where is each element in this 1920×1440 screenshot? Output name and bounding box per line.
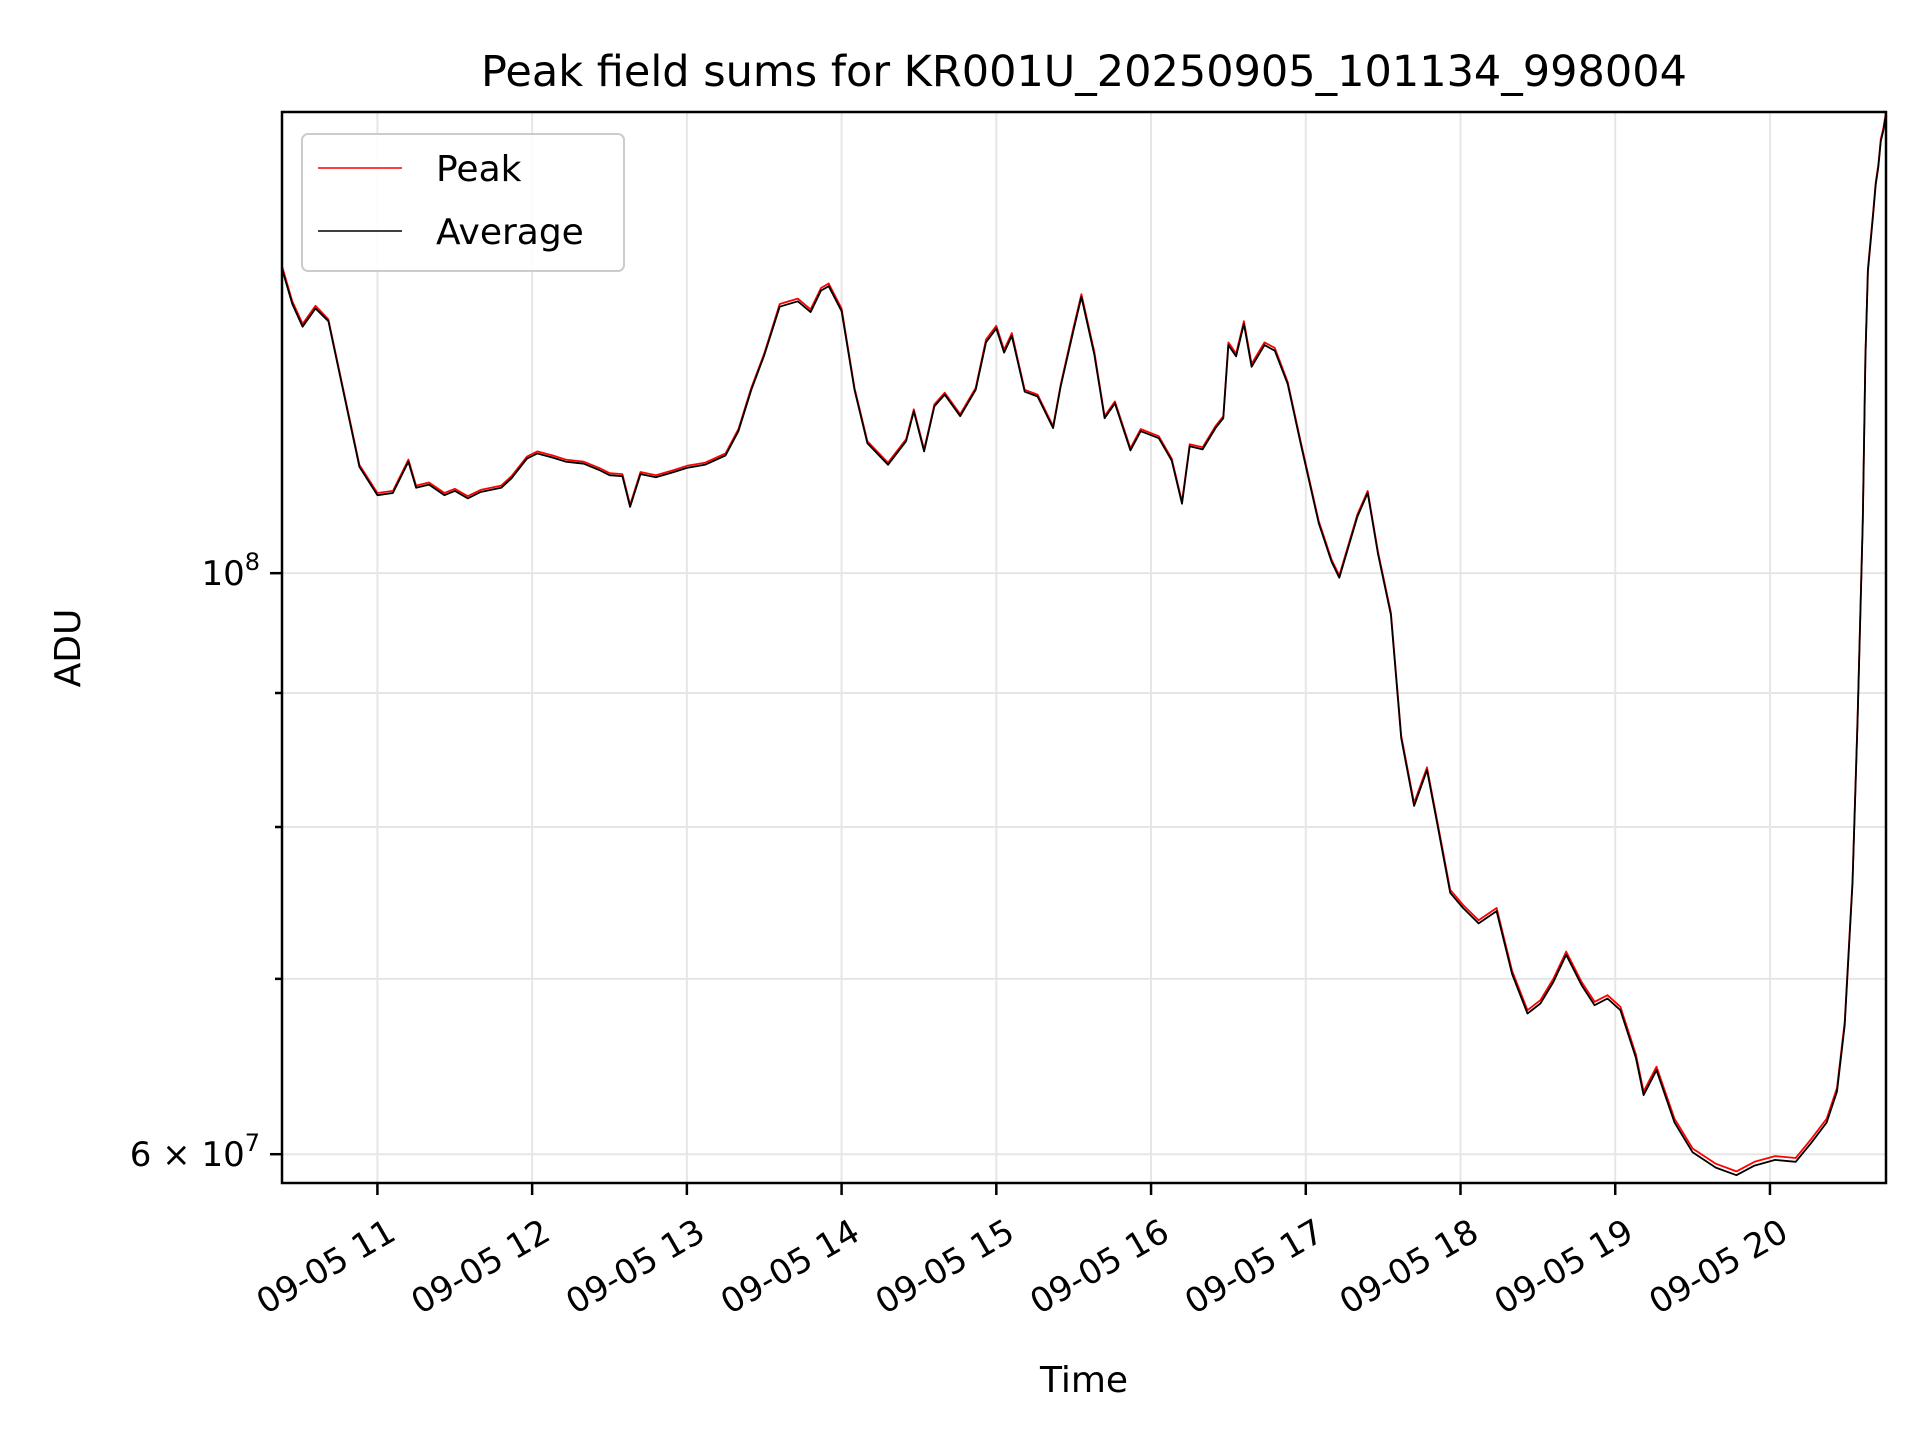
x-tick-label: 09-05 14: [714, 1212, 866, 1323]
x-tick-label: 09-05 18: [1333, 1212, 1485, 1323]
grid-layer: [282, 112, 1886, 1183]
legend-average-label: Average: [436, 212, 584, 253]
x-tick-label: 09-05 19: [1488, 1212, 1640, 1323]
y-axis-label: ADU: [48, 609, 89, 688]
x-tick-label: 09-05 15: [869, 1212, 1021, 1323]
chart-title: Peak field sums for KR001U_20250905_1011…: [481, 47, 1687, 97]
series-line-average: [281, 114, 1887, 1177]
series-layer: [281, 111, 1887, 1177]
y-tick-label: 6 × 107: [130, 1129, 260, 1175]
y-tick-label: 108: [201, 548, 260, 594]
x-tick-label: 09-05 16: [1024, 1212, 1176, 1323]
x-tick-label: 09-05 20: [1642, 1212, 1794, 1323]
legend-peak-label: Peak: [436, 149, 522, 190]
plot-area-frame: [280, 110, 1888, 1185]
x-axis-label: Time: [1039, 1360, 1128, 1401]
x-axis: 09-05 11 09-05 12 09-05 13 09-05 14 09-05 15…: [250, 1183, 1795, 1323]
y-axis: 108 6 × 107: [130, 548, 282, 1175]
x-tick-label: 09-05 11: [250, 1212, 402, 1323]
x-tick-label: 09-05 13: [559, 1212, 711, 1323]
legend: Peak Average: [301, 133, 625, 272]
x-tick-label: 09-05 17: [1178, 1212, 1330, 1323]
x-tick-label: 09-05 12: [405, 1212, 557, 1323]
